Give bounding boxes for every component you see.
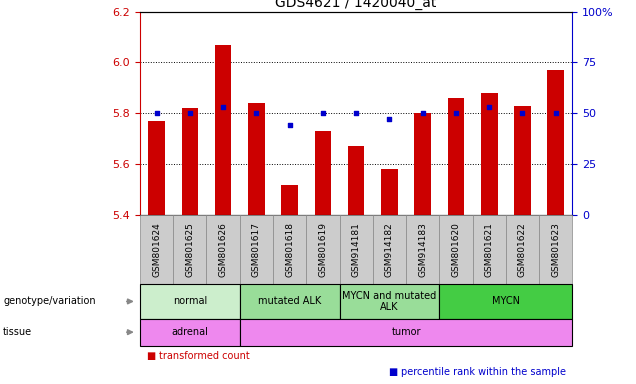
Bar	[307, 215, 340, 284]
Text: genotype/variation: genotype/variation	[3, 296, 96, 306]
Point	[184, 110, 195, 116]
Bar	[439, 215, 473, 284]
Point	[318, 110, 328, 116]
Text: GSM801623: GSM801623	[551, 222, 560, 277]
Point	[251, 110, 261, 116]
Point	[151, 110, 162, 116]
Bar	[215, 45, 232, 215]
Bar	[173, 215, 207, 284]
Bar	[439, 284, 572, 319]
Point	[518, 110, 528, 116]
Bar	[181, 108, 198, 215]
Bar	[240, 284, 340, 319]
Bar	[340, 284, 439, 319]
Text: GSM801625: GSM801625	[185, 222, 195, 277]
Bar	[340, 215, 373, 284]
Text: GSM801622: GSM801622	[518, 222, 527, 277]
Bar	[140, 284, 240, 319]
Text: GSM801626: GSM801626	[219, 222, 228, 277]
Bar	[207, 215, 240, 284]
Text: ■: ■	[146, 351, 156, 361]
Bar	[140, 319, 240, 346]
Text: tumor: tumor	[391, 327, 421, 337]
Text: ■: ■	[388, 366, 398, 377]
Point	[451, 110, 461, 116]
Text: percentile rank within the sample: percentile rank within the sample	[401, 366, 565, 377]
Text: adrenal: adrenal	[171, 327, 208, 337]
Bar	[240, 215, 273, 284]
Bar	[373, 215, 406, 284]
Text: transformed count: transformed count	[159, 351, 250, 361]
Text: GSM914183: GSM914183	[418, 222, 427, 277]
Bar	[448, 98, 464, 215]
Text: GSM914181: GSM914181	[352, 222, 361, 277]
Text: GSM801624: GSM801624	[152, 222, 161, 277]
Bar	[406, 215, 439, 284]
Bar	[348, 146, 364, 215]
Bar	[506, 215, 539, 284]
Text: normal: normal	[173, 296, 207, 306]
Bar	[381, 169, 398, 215]
Bar	[240, 319, 572, 346]
Point	[484, 104, 494, 110]
Title: GDS4621 / 1420040_at: GDS4621 / 1420040_at	[275, 0, 437, 10]
Text: GSM801618: GSM801618	[285, 222, 294, 277]
Text: GSM801620: GSM801620	[452, 222, 460, 277]
Point	[351, 110, 361, 116]
Bar	[248, 103, 265, 215]
Bar	[148, 121, 165, 215]
Bar	[473, 215, 506, 284]
Point	[418, 110, 428, 116]
Bar	[273, 215, 307, 284]
Bar	[281, 185, 298, 215]
Bar	[514, 106, 531, 215]
Text: GSM801619: GSM801619	[319, 222, 328, 277]
Point	[551, 110, 561, 116]
Text: tissue: tissue	[3, 327, 32, 337]
Bar	[315, 131, 331, 215]
Point	[384, 116, 394, 122]
Text: mutated ALK: mutated ALK	[258, 296, 321, 306]
Bar	[539, 215, 572, 284]
Text: GSM801617: GSM801617	[252, 222, 261, 277]
Text: MYCN: MYCN	[492, 296, 520, 306]
Point	[218, 104, 228, 110]
Point	[284, 122, 294, 129]
Bar	[140, 215, 173, 284]
Bar	[548, 70, 564, 215]
Bar	[415, 113, 431, 215]
Text: GSM801621: GSM801621	[485, 222, 494, 277]
Text: GSM914182: GSM914182	[385, 222, 394, 277]
Text: MYCN and mutated
ALK: MYCN and mutated ALK	[342, 291, 436, 312]
Bar	[481, 93, 497, 215]
